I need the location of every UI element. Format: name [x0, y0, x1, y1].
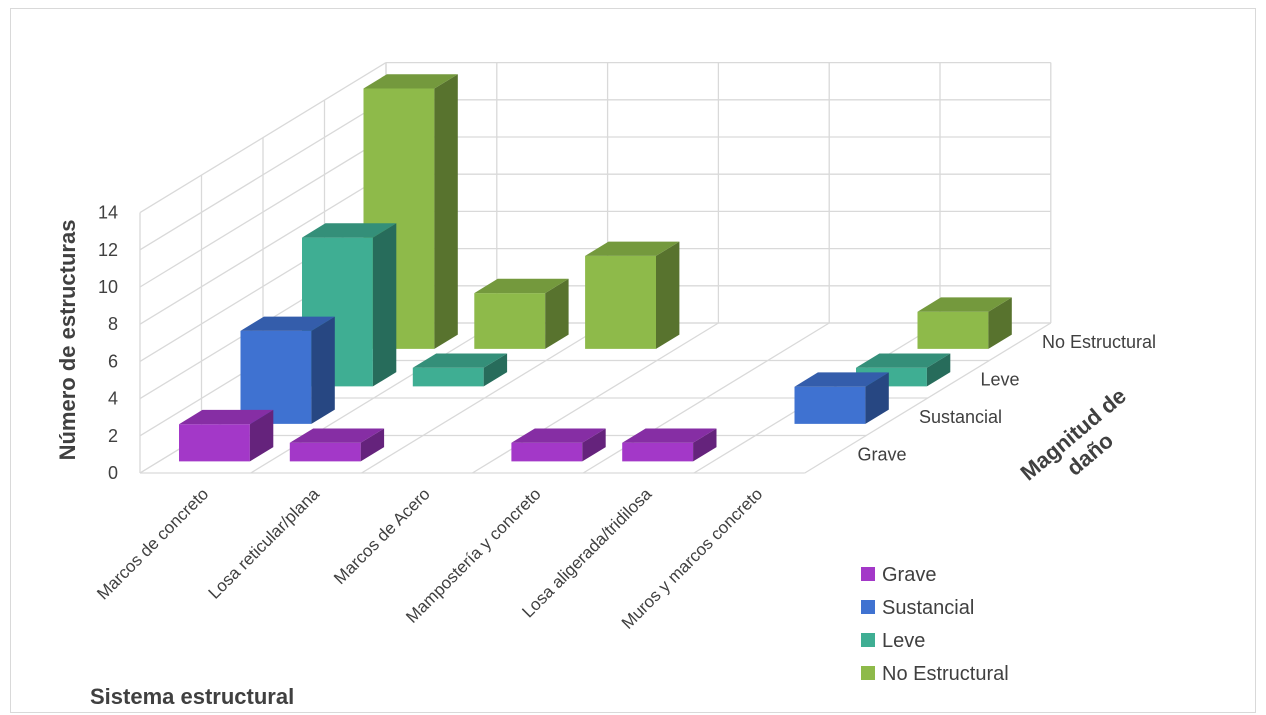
- bar-grave: [289, 428, 385, 462]
- bar-top-face: [179, 409, 274, 425]
- legend-label: Grave: [882, 564, 936, 586]
- chart-frame: [10, 8, 1256, 713]
- legend-swatch: [861, 633, 875, 647]
- depth-axis-title: Magnitud dedaño: [1016, 383, 1148, 505]
- bar-top-face: [289, 428, 385, 443]
- bar-top-face: [917, 297, 1012, 312]
- bar-top-face: [511, 428, 606, 443]
- bar-top-face: [585, 241, 680, 256]
- bar-side-face: [483, 353, 508, 387]
- y-tick-label: 8: [108, 314, 118, 334]
- bar-no-estructural: [585, 241, 680, 349]
- y-tick-label: 14: [98, 203, 118, 223]
- legend-swatch: [861, 666, 875, 680]
- y-tick-label: 2: [108, 426, 118, 446]
- bar-side-face: [582, 428, 606, 462]
- bar-grave: [511, 428, 606, 462]
- bar-front-face: [511, 442, 583, 462]
- y-tick-label: 10: [98, 277, 118, 297]
- bar-side-face: [360, 428, 385, 462]
- legend-swatch: [861, 567, 875, 581]
- bar-top-face: [856, 353, 951, 368]
- bar-side-face: [545, 278, 569, 349]
- legend-label: No Estructural: [882, 663, 1009, 685]
- bar-side-face: [865, 372, 889, 424]
- depth-tick-label: Sustancial: [919, 407, 1002, 427]
- bar-grave: [622, 428, 717, 462]
- y-axis-title: Número de estructuras: [55, 220, 80, 461]
- bar-side-face: [249, 409, 274, 462]
- bar-front-face: [585, 255, 656, 349]
- x-axis-title: Sistema estructural: [90, 684, 294, 709]
- legend-label: Sustancial: [882, 597, 974, 619]
- bar-top-face: [240, 316, 335, 331]
- bar-top-face: [622, 428, 717, 443]
- y-tick-label: 6: [108, 351, 118, 371]
- bar-front-face: [917, 311, 989, 349]
- bar-side-face: [311, 316, 335, 424]
- y-tick-label: 4: [108, 389, 118, 409]
- bar-sustancial: [240, 316, 335, 424]
- y-tick-label: 0: [108, 463, 118, 483]
- bar-side-face: [988, 297, 1012, 349]
- y-tick-label: 12: [98, 240, 118, 260]
- x-tick-label: Marcos de Acero: [330, 484, 434, 588]
- bar-top-face: [363, 74, 458, 89]
- bar-top-face: [302, 223, 397, 238]
- bar-top-face: [794, 372, 889, 387]
- bar-no-estructural: [917, 297, 1012, 349]
- bar-no-estructural: [474, 278, 569, 349]
- bar-side-face: [372, 223, 397, 387]
- y-axis-ticks: 0 2 4 6 8 10 12 14: [98, 203, 118, 483]
- legend: Grave Sustancial Leve No Estructural: [861, 564, 1009, 685]
- x-tick-label: Marcos de concreto: [93, 484, 212, 603]
- bar-side-face: [434, 74, 458, 349]
- legend-swatch: [861, 600, 875, 614]
- bar-grave: [179, 409, 274, 462]
- bar-top-face: [474, 278, 569, 294]
- bar-front-face: [179, 424, 250, 462]
- bar-side-face: [656, 241, 680, 349]
- bar-front-face: [412, 367, 484, 387]
- chart-walls: [139, 61, 1052, 474]
- bar-top-face: [412, 353, 508, 368]
- depth-tick-label: No Estructural: [1042, 332, 1156, 352]
- chart-bars: [179, 74, 1012, 462]
- bar-no-estructural: [363, 74, 458, 349]
- bar-front-face: [240, 330, 312, 424]
- bar-front-face: [622, 442, 694, 462]
- bar-front-face: [289, 442, 361, 462]
- floor-line: [804, 322, 1052, 474]
- bar-front-face: [474, 293, 546, 349]
- bar-sustancial: [794, 372, 889, 424]
- depth-tick-label: Leve: [981, 369, 1020, 389]
- depth-axis-ticks: Grave Sustancial Leve No Estructural: [858, 332, 1157, 465]
- depth-tick-label: Grave: [858, 444, 907, 464]
- legend-label: Leve: [882, 630, 925, 652]
- x-tick-label: Losa reticular/plana: [205, 484, 324, 603]
- bar-front-face: [794, 386, 866, 424]
- bar-side-face: [693, 428, 717, 462]
- bar-leve: [412, 353, 508, 387]
- bar-side-face: [926, 353, 951, 387]
